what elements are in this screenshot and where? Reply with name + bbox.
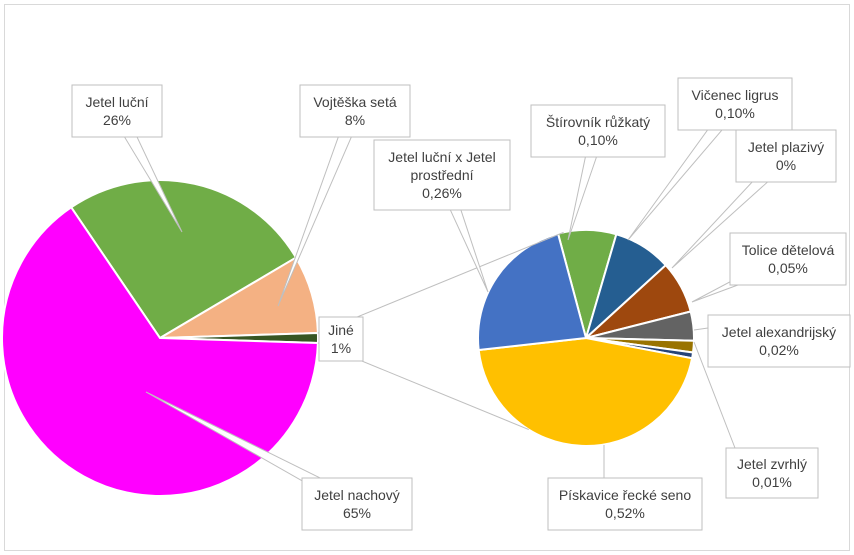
callout-jine: Jiné 1% [318,316,364,362]
data-label-value: 0% [776,157,796,173]
data-label-category: Štírovník růžkatý [546,114,650,130]
leader-line [693,327,709,331]
data-label-category: Vičenec ligrus [692,87,779,103]
callout-pointer [277,107,363,307]
data-label-value: 0,01% [752,474,792,490]
callout-box [318,316,364,362]
data-label-value: 8% [345,112,365,128]
callout-jetel-alexandrijsky: Jetel alexandrijský 0,02% [693,314,851,368]
secondary-slice-piskavice-recke-seno [477,336,694,447]
main-slice-jetel-nachovy [1,205,319,497]
callout-jetel-plazivy: Jetel plazivý 0% [671,129,837,269]
callout-box [729,232,847,286]
data-label-category: Jetel nachový [314,487,400,503]
data-label-value: 1% [331,340,351,356]
leader-line [693,341,736,449]
data-label-value: 65% [343,505,371,521]
data-label-value: 0,10% [715,105,755,121]
callout-jetel-lucni: Jetel luční 26% [71,84,183,233]
callout-vojteska-seta: Vojtěška setá 8% [277,84,411,307]
data-label-value: 26% [103,112,131,128]
data-label-category: Jetel luční x Jetel [388,149,495,165]
data-label-value: 0,10% [578,132,618,148]
callout-jetel-lucni-x-jetel-prostredni: Jetel luční x Jetel prostřední 0,26% [373,139,511,293]
callout-box [735,129,837,183]
main-slice-jetel-lucni [69,179,298,340]
callout-box [547,477,703,531]
connector-line-top [317,231,564,334]
data-label-category: Jetel zvrhlý [737,456,807,472]
data-label-category: Vojtěška setá [313,94,396,110]
callout-stirovnik-ruzkaty: Štírovník růžkatý 0,10% [530,104,666,241]
data-label-value: 0,26% [422,185,462,201]
callout-jetel-zvrhly: Jetel zvrhlý 0,01% [693,341,819,499]
callout-box [71,84,163,138]
data-label-category: Pískavice řecké seno [559,487,691,503]
data-label-category: Jetel luční [85,94,148,110]
callout-box [725,447,819,499]
callout-box [301,477,413,531]
data-label-value: 0,52% [605,505,645,521]
data-label-category: prostřední [410,167,473,183]
callout-jetel-nachovy: Jetel nachový 65% [145,391,413,531]
data-label-category: Jetel alexandrijský [722,324,836,340]
callout-tolice-detelova: Tolice dětelová 0,05% [691,232,847,303]
data-label-category: Jetel plazivý [748,139,824,155]
callout-box [677,77,793,131]
secondary-slice-jetel-lucni-x-jetel-prostredni [477,232,588,352]
callout-piskavice-recke-seno: Pískavice řecké seno 0,52% [547,445,703,531]
data-label-category: Tolice dětelová [742,242,835,258]
callout-box [707,314,851,368]
data-label-value: 0,02% [759,342,799,358]
data-label-value: 0,05% [768,260,808,276]
callout-box [299,84,411,138]
callout-box [373,139,511,211]
data-label-category: Jiné [328,322,354,338]
callout-vicenec-ligrus: Vičenec ligrus 0,10% [627,77,793,241]
callout-box [530,104,666,158]
